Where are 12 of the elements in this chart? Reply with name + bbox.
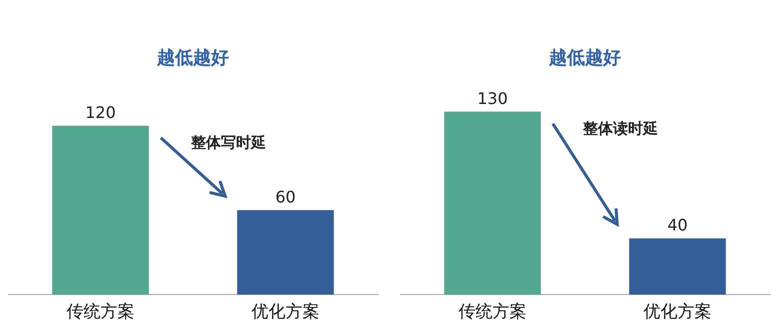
x-tick-label: 传统方案 [66, 302, 134, 322]
annotation: 整体读时延 [582, 120, 658, 138]
data-label: 40 [667, 215, 688, 234]
chart-title: 越低越好 [156, 47, 229, 68]
data-label: 120 [85, 102, 116, 122]
data-label: 60 [275, 187, 296, 206]
x-tick-label: 传统方案 [458, 302, 526, 322]
x-tick-label: 优化方案 [644, 302, 712, 322]
data-label: 130 [477, 88, 508, 108]
chart-title: 越低越好 [548, 47, 621, 68]
x-tick-label: 优化方案 [252, 302, 320, 322]
annotation: 整体写时延 [190, 134, 266, 152]
